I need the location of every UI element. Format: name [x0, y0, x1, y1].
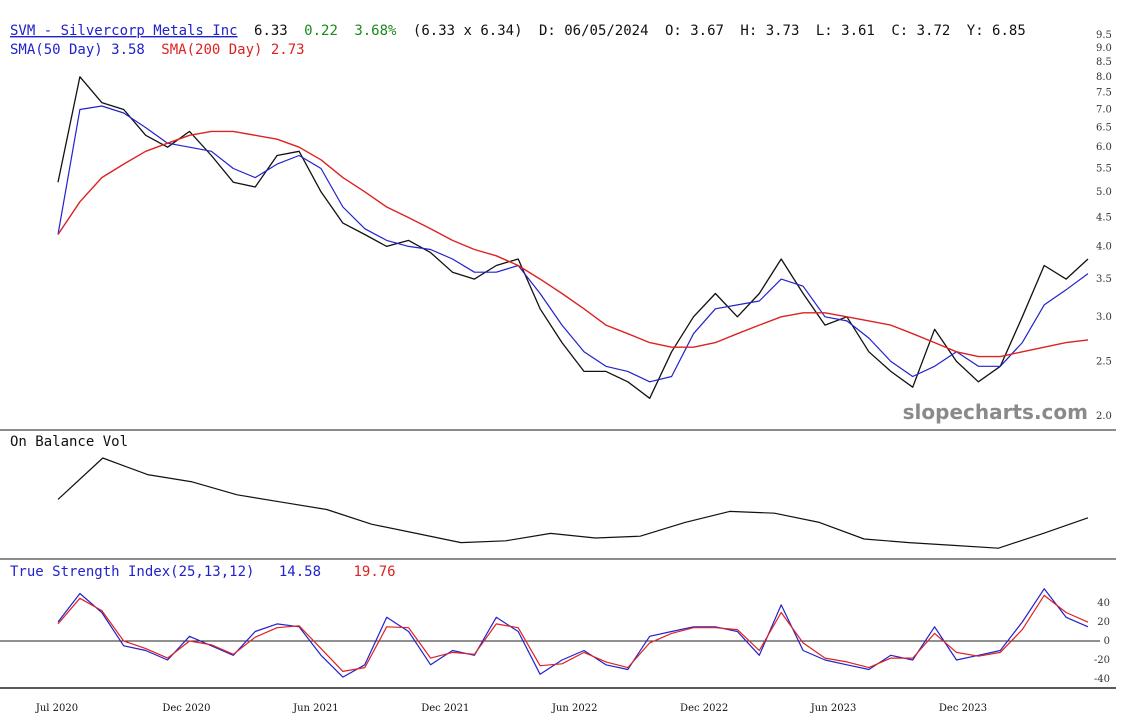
price-y-tick-label: 3.5 — [1096, 274, 1112, 285]
chart-header: SVM - Silvercorp Metals Inc 6.33 0.22 3.… — [10, 23, 1026, 39]
tsi-y-tick-label: 20 — [1097, 617, 1110, 628]
tsi-signal-line — [57, 594, 1089, 673]
tsi-y-axis: 40 20 0 -20 -40 — [0, 598, 1110, 685]
obv-series-group — [57, 457, 1089, 549]
bar-low: L: 3.61 — [816, 23, 875, 39]
tsi-title: True Strength Index(25,13,12) — [10, 564, 254, 580]
price-y-tick-label: 7.0 — [1096, 105, 1112, 116]
tsi-series-group — [57, 588, 1089, 678]
price-change-pct: 3.68% — [354, 23, 397, 39]
price-change: 0.22 — [304, 23, 338, 39]
price-y-tick-label: 2.5 — [1096, 356, 1112, 367]
last-price: 6.33 — [254, 23, 288, 39]
x-tick-label: Dec 2022 — [680, 703, 728, 714]
bar-close: C: 3.72 — [891, 23, 950, 39]
price-y-axis: 9.5 9.0 8.5 8.0 7.5 7.0 6.5 6.0 5.5 5.0 4.5 4.0 3.5 3… — [1096, 30, 1112, 422]
obv-title: On Balance Vol — [10, 434, 128, 450]
x-tick-label: Jul 2020 — [35, 703, 78, 714]
price-y-tick-label: 7.5 — [1096, 88, 1112, 99]
tsi-signal-value: 19.76 — [353, 564, 395, 580]
price-y-tick-label: 6.5 — [1096, 123, 1112, 134]
sma-legend: SMA(50 Day) 3.58 SMA(200 Day) 2.73 — [10, 42, 305, 58]
price-y-tick-label: 8.5 — [1096, 57, 1112, 68]
year-value: Y: 6.85 — [967, 23, 1026, 39]
tsi-legend: True Strength Index(25,13,12) 14.58 19.7… — [10, 564, 396, 580]
price-y-tick-label: 6.0 — [1096, 142, 1112, 153]
x-tick-label: Jun 2021 — [292, 703, 339, 714]
x-tick-label: Jun 2023 — [810, 703, 857, 714]
sma200-line — [57, 130, 1089, 358]
symbol-name[interactable]: SVM - Silvercorp Metals Inc — [10, 23, 238, 39]
price-y-tick-label: 9.0 — [1096, 43, 1112, 54]
price-y-tick-label: 5.0 — [1096, 187, 1112, 198]
price-y-tick-label: 9.5 — [1096, 30, 1112, 41]
sma50-line — [57, 105, 1089, 383]
price-series-group — [57, 76, 1089, 399]
tsi-line — [57, 588, 1089, 678]
bar-high: H: 3.73 — [740, 23, 799, 39]
price-line — [57, 76, 1089, 399]
tsi-y-tick-label: -40 — [1094, 674, 1110, 685]
bar-date: D: 06/05/2024 — [539, 23, 649, 39]
tsi-value: 14.58 — [279, 564, 321, 580]
price-y-tick-label: 2.0 — [1096, 411, 1112, 422]
tsi-y-tick-label: -20 — [1094, 655, 1110, 666]
price-y-tick-label: 4.0 — [1096, 241, 1112, 252]
tsi-y-tick-label: 0 — [1104, 636, 1110, 647]
x-tick-label: Dec 2020 — [162, 703, 210, 714]
sma50-label: SMA(50 Day) 3.58 — [10, 42, 145, 58]
price-y-tick-label: 3.0 — [1096, 312, 1112, 323]
watermark: slopecharts.com — [903, 400, 1088, 424]
price-y-tick-label: 5.5 — [1096, 164, 1112, 175]
tsi-y-tick-label: 40 — [1097, 598, 1110, 609]
x-tick-label: Dec 2023 — [939, 703, 987, 714]
x-tick-label: Jun 2022 — [551, 703, 598, 714]
bar-open: O: 3.67 — [665, 23, 724, 39]
price-y-tick-label: 8.0 — [1096, 72, 1112, 83]
obv-line — [57, 457, 1089, 549]
bid-ask: (6.33 x 6.34) — [413, 23, 523, 39]
sma200-label: SMA(200 Day) 2.73 — [161, 42, 304, 58]
x-tick-label: Dec 2021 — [421, 703, 469, 714]
price-y-tick-label: 4.5 — [1096, 213, 1112, 224]
x-axis: Jul 2020 Dec 2020 Jun 2021 Dec 2021 Jun 2022… — [35, 703, 987, 714]
